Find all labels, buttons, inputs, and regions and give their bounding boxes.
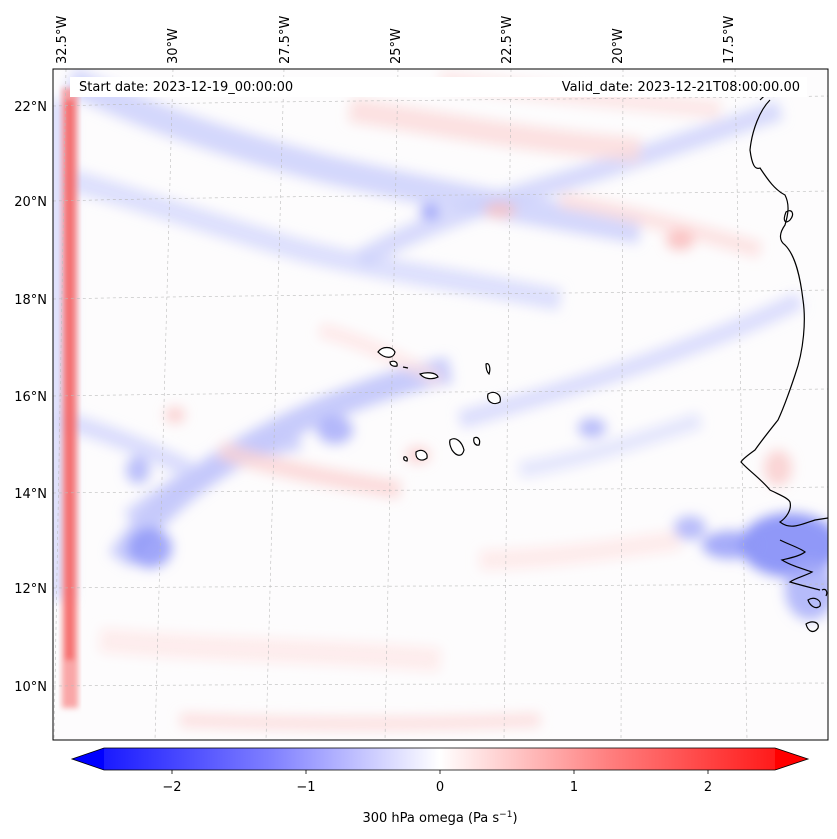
colorbar-title-main: 300 hPa omega (Pa s [362,811,499,826]
colorbar-ticks [171,770,709,774]
colorbar: −2 −1 0 1 2 300 hPa omega (Pa s−1) [70,747,810,826]
lon-label: 30°W [166,28,181,64]
lat-label: 22°N [14,100,47,115]
colorbar-tick-label: 1 [570,780,578,795]
date-header-box [70,77,807,97]
lon-label: 25°W [389,28,404,64]
colorbar-gradient [104,748,775,770]
colorbar-outline [70,747,810,771]
colorbar-title-end: ) [512,811,517,826]
valid-date-text: Valid_date: 2023-12-21T08:00:00.00 [562,80,800,95]
lon-label: 20°W [611,28,626,64]
longitude-labels: 32.5°W 30°W 27.5°W 25°W 22.5°W 20°W 17.5… [55,16,737,64]
colorbar-title: 300 hPa omega (Pa s−1) [362,810,517,826]
lon-label: 27.5°W [278,16,293,64]
colorbar-tick-label: −1 [296,780,315,795]
lon-label: 32.5°W [55,16,70,64]
colorbar-tick-label: 0 [436,780,444,795]
lat-label: 16°N [14,390,47,405]
colorbar-title-exponent: −1 [499,810,512,820]
lat-label: 12°N [14,582,47,597]
lat-label: 18°N [14,293,47,308]
start-date-text: Start date: 2023-12-19_00:00:00 [79,80,293,95]
colorbar-tick-label: −2 [162,780,181,795]
colorbar-min-extend [72,748,104,770]
lat-label: 14°N [14,487,47,502]
graticule [53,69,828,740]
colorbar-tick-label: 2 [704,780,712,795]
lon-label: 22.5°W [500,16,515,64]
lat-label: 20°N [14,195,47,210]
cape-verde-islands [377,346,501,462]
map-panel: Start date: 2023-12-19_00:00:00 Valid_da… [53,69,828,740]
western-edge-strip [62,88,78,708]
lon-label: 17.5°W [722,16,737,64]
map-frame [52,68,829,741]
lat-label: 10°N [14,680,47,695]
latitude-labels: 22°N 20°N 18°N 16°N 14°N 12°N 10°N [14,100,47,695]
colorbar-max-extend [775,748,808,770]
